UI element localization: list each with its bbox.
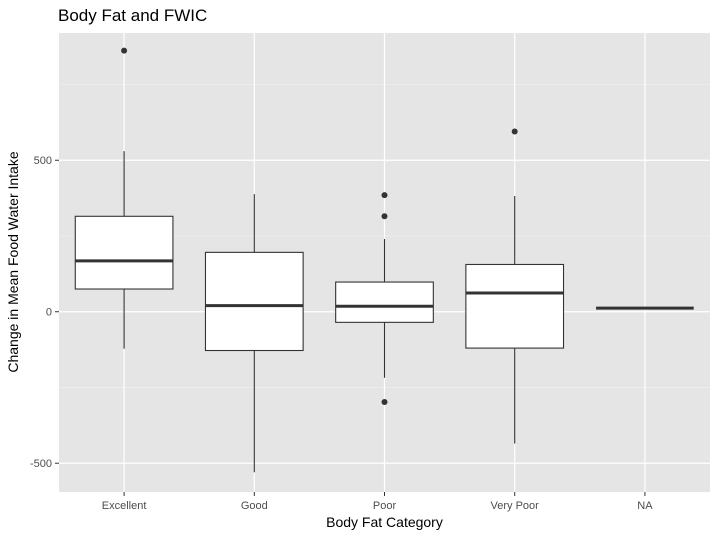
y-tick-label: 0 (46, 307, 52, 319)
chart-title: Body Fat and FWIC (58, 6, 207, 25)
y-axis-ticks: -500 0 500 (30, 155, 59, 470)
x-axis-ticks: Excellent Good Poor Very Poor NA (102, 492, 653, 512)
outlier-point (511, 128, 518, 135)
box-good (204, 194, 304, 473)
y-axis-title: Change in Mean Food Water Intake (5, 151, 21, 372)
x-tick-label: NA (637, 500, 653, 512)
x-tick-label: Very Poor (491, 500, 540, 512)
outlier-point (381, 192, 388, 199)
iqr-box (74, 215, 174, 290)
box-excellent (74, 47, 174, 349)
box-poor (335, 192, 434, 406)
outlier-point (381, 399, 388, 406)
x-axis-title: Body Fat Category (326, 514, 443, 530)
box-very-poor (465, 128, 565, 444)
x-tick-label: Good (241, 500, 268, 512)
outlier-point (381, 213, 388, 220)
y-tick-label: -500 (30, 458, 52, 470)
iqr-box (465, 263, 565, 349)
y-tick-label: 500 (34, 155, 52, 167)
x-tick-label: Excellent (102, 500, 147, 512)
iqr-box (335, 281, 434, 323)
iqr-box (204, 251, 304, 352)
x-tick-label: Poor (373, 500, 397, 512)
outlier-point (121, 47, 128, 54)
boxes (74, 47, 694, 473)
